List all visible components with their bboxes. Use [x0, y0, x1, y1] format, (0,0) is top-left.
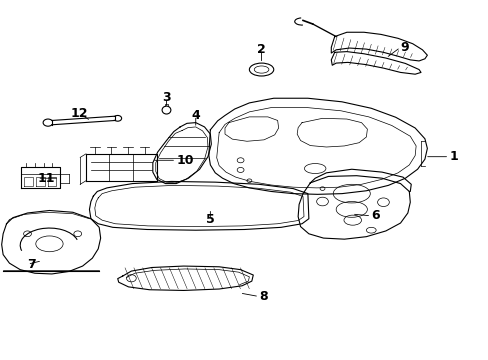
Text: 9: 9 [400, 41, 408, 54]
Text: 2: 2 [257, 42, 265, 55]
Text: 4: 4 [191, 109, 200, 122]
Text: 8: 8 [259, 290, 267, 303]
Text: 7: 7 [27, 258, 36, 271]
Text: 5: 5 [205, 213, 214, 226]
Text: 6: 6 [370, 210, 379, 222]
Text: 1: 1 [448, 150, 457, 163]
Text: 11: 11 [37, 172, 55, 185]
Text: 3: 3 [162, 91, 170, 104]
Text: 12: 12 [71, 107, 88, 120]
Text: 10: 10 [176, 154, 193, 167]
